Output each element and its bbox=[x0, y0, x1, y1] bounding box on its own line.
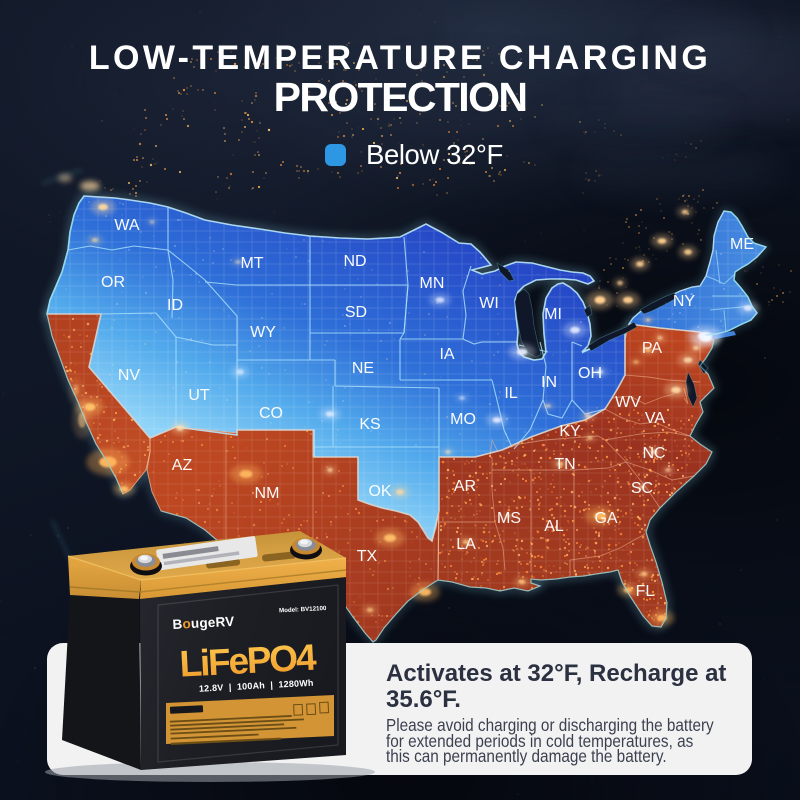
svg-text:IA: IA bbox=[439, 346, 454, 363]
svg-text:OH: OH bbox=[578, 365, 602, 382]
svg-text:FL: FL bbox=[636, 583, 655, 600]
svg-text:SC: SC bbox=[631, 480, 653, 497]
svg-text:OR: OR bbox=[101, 274, 125, 291]
svg-text:KY: KY bbox=[559, 423, 581, 440]
svg-text:Model: BV12100: Model: BV12100 bbox=[279, 605, 327, 615]
svg-text:NV: NV bbox=[118, 367, 141, 384]
svg-text:MT: MT bbox=[240, 255, 263, 272]
svg-text:AL: AL bbox=[544, 518, 564, 535]
svg-text:WI: WI bbox=[479, 295, 499, 312]
svg-text:MI: MI bbox=[544, 306, 562, 323]
svg-text:OK: OK bbox=[368, 483, 391, 500]
svg-text:ND: ND bbox=[343, 253, 366, 270]
svg-text:BougeRV: BougeRV bbox=[172, 614, 235, 632]
svg-text:KS: KS bbox=[359, 416, 380, 433]
svg-text:WY: WY bbox=[250, 324, 276, 341]
svg-text:NE: NE bbox=[352, 360, 374, 377]
svg-text:AR: AR bbox=[454, 478, 476, 495]
svg-text:ID: ID bbox=[167, 297, 183, 314]
svg-text:TX: TX bbox=[357, 548, 378, 565]
svg-text:LA: LA bbox=[456, 536, 476, 553]
svg-text:IN: IN bbox=[541, 374, 557, 391]
svg-text:NM: NM bbox=[255, 485, 280, 502]
svg-text:NY: NY bbox=[673, 293, 696, 310]
svg-text:CO: CO bbox=[259, 405, 283, 422]
svg-text:GA: GA bbox=[594, 510, 617, 527]
svg-text:MN: MN bbox=[420, 275, 445, 292]
svg-text:MS: MS bbox=[497, 510, 521, 527]
svg-text:MO: MO bbox=[450, 411, 476, 428]
svg-text:WV: WV bbox=[615, 394, 641, 411]
svg-text:ME: ME bbox=[730, 236, 754, 253]
svg-text:VA: VA bbox=[645, 410, 665, 427]
svg-text:PA: PA bbox=[642, 340, 662, 357]
svg-text:IL: IL bbox=[504, 385, 517, 402]
svg-text:AZ: AZ bbox=[172, 457, 193, 474]
svg-text:TN: TN bbox=[554, 456, 575, 473]
svg-text:NC: NC bbox=[642, 445, 665, 462]
svg-text:UT: UT bbox=[188, 387, 210, 404]
svg-text:WA: WA bbox=[114, 217, 140, 234]
svg-text:SD: SD bbox=[345, 304, 367, 321]
svg-text:LiFePO4: LiFePO4 bbox=[179, 637, 318, 685]
